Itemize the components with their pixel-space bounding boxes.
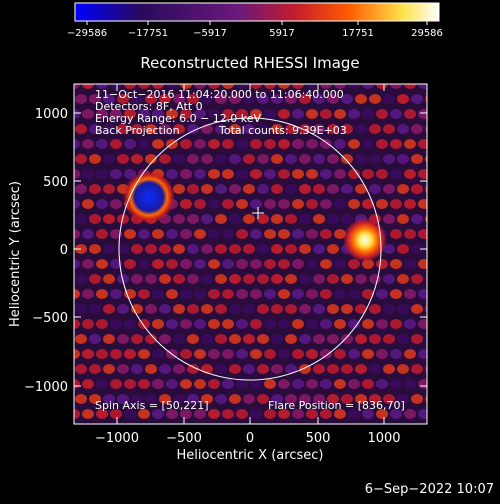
y-tick-label: −1000 [24, 380, 68, 395]
solar-limb-circle [118, 117, 382, 381]
x-tick-label: 0 [246, 431, 254, 446]
info-total-counts: Total counts: 9.39E+03 [218, 124, 347, 137]
flare-position-label: Flare Position = [836,70] [268, 399, 405, 412]
colorbar-ticks: −29586 −17751 −5917 5917 17751 29586 [67, 21, 443, 39]
info-method: Back Projection [95, 124, 180, 137]
plot-title: Reconstructed RHESSI Image [140, 54, 359, 72]
colorbar-tick-label: 5917 [269, 28, 294, 39]
y-tick-label: 500 [43, 175, 68, 190]
colorbar-tick-label: −5917 [193, 28, 227, 39]
info-time-range: 11−Oct−2016 11:04:20.000 to 11:06:40.000 [95, 88, 344, 101]
colorbar-tick-label: 17751 [342, 28, 374, 39]
image-area [74, 84, 427, 424]
info-detectors: Detectors: 8F, Att 0 [95, 100, 203, 113]
y-tick-label: 0 [60, 243, 68, 258]
spin-axis-label: Spin Axis = [50,221] [95, 399, 209, 412]
info-energy-range: Energy Range: 6.0 − 12.0 keV [95, 112, 262, 125]
y-tick-label: −500 [32, 311, 68, 326]
colorbar-tick-label: −17751 [128, 28, 168, 39]
colorbar-tick-label: 29586 [411, 28, 443, 39]
colorbar [74, 2, 440, 22]
footer-timestamp: 6−Sep−2022 10:07 [365, 482, 494, 497]
y-tick-label: 1000 [35, 107, 68, 122]
flare-source-blob [343, 218, 387, 262]
x-tick-label: −1000 [95, 431, 139, 446]
y-axis-label: Heliocentric Y (arcsec) [8, 181, 23, 327]
x-tick-label: 1000 [367, 431, 400, 446]
colorbar-tick-label: −29586 [67, 28, 107, 39]
x-tick-label: −500 [166, 431, 202, 446]
x-tick-label: 500 [306, 431, 331, 446]
left-source-blob [123, 171, 175, 223]
x-axis-ticks: −1000 −500 0 500 1000 [95, 84, 401, 446]
spin-axis-cross [252, 207, 264, 219]
x-axis-label: Heliocentric X (arcsec) [177, 448, 324, 463]
y-axis-ticks: 1000 500 0 −500 −1000 [24, 107, 427, 395]
